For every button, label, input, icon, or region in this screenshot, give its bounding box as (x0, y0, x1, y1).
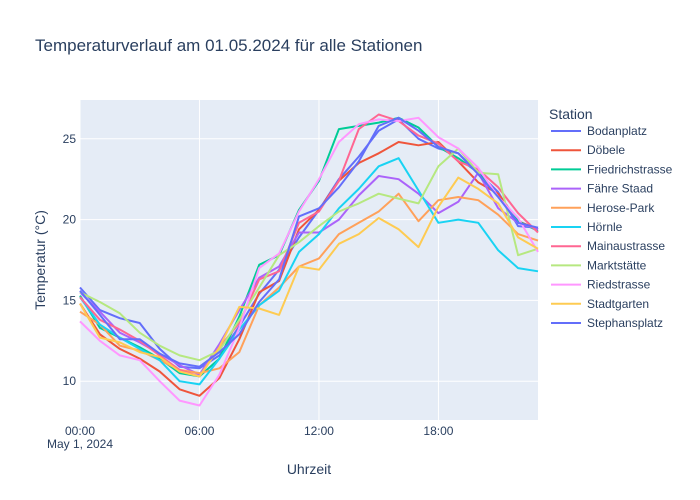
legend-label: Marktstätte (587, 258, 647, 272)
series-line-dobele (79, 141, 539, 397)
legend-item-riedstrasse[interactable]: Riedstrasse (551, 278, 651, 292)
legend-label: Stephansplatz (587, 316, 663, 330)
y-tick-label: 10 (63, 374, 77, 388)
series-lines (79, 113, 539, 407)
x-axis-date-label: May 1, 2024 (47, 437, 113, 451)
legend-item-stadtgarten[interactable]: Stadtgarten (551, 297, 649, 311)
legend-item-hornle[interactable]: Hörnle (551, 220, 623, 234)
chart-title: Temperaturverlauf am 01.05.2024 für alle… (35, 36, 422, 55)
legend-item-bodanplatz[interactable]: Bodanplatz (551, 124, 647, 138)
plot-area (80, 100, 538, 420)
legend-item-marktstatte[interactable]: Marktstätte (551, 258, 647, 272)
series-line-mainaustrasse (79, 113, 539, 378)
legend-label: Mainaustrasse (587, 239, 665, 253)
x-tick-label: 00:00 (65, 424, 95, 438)
legend-item-friedrichstrasse[interactable]: Friedrichstrasse (551, 162, 673, 176)
series-line-hornle (79, 157, 539, 386)
series-line-stadtgarten (79, 176, 539, 378)
y-tick-label: 25 (63, 132, 77, 146)
legend-item-fahre-staad[interactable]: Fähre Staad (551, 182, 653, 196)
legend-label: Riedstrasse (587, 278, 651, 292)
legend-label: Bodanplatz (587, 124, 647, 138)
x-tick-label: 12:00 (304, 424, 334, 438)
legend-label: Stadtgarten (587, 297, 649, 311)
legend[interactable]: Station Bodanplatz Döbele Friedrichstrasse… (549, 106, 673, 330)
y-tick-label: 15 (63, 293, 77, 307)
axis-ticks: 10 15 20 25 00:00 06:00 12:00 18:00 (63, 132, 454, 438)
x-tick-label: 18:00 (423, 424, 453, 438)
series-line-stephansplatz (79, 116, 539, 368)
legend-label: Döbele (587, 143, 625, 157)
x-tick-label: 06:00 (184, 424, 214, 438)
y-axis-title: Temperatur (°C) (32, 210, 48, 310)
legend-label: Fähre Staad (587, 182, 653, 196)
y-tick-label: 20 (63, 213, 77, 227)
legend-item-stephansplatz[interactable]: Stephansplatz (551, 316, 663, 330)
legend-item-herose-park[interactable]: Herose-Park (551, 201, 655, 215)
legend-item-mainaustrasse[interactable]: Mainaustrasse (551, 239, 665, 253)
legend-label: Herose-Park (587, 201, 655, 215)
x-axis-title: Uhrzeit (287, 461, 331, 477)
legend-label: Friedrichstrasse (587, 162, 673, 176)
series-line-riedstrasse (79, 116, 539, 407)
legend-label: Hörnle (587, 220, 623, 234)
legend-title: Station (549, 106, 593, 122)
legend-item-dobele[interactable]: Döbele (551, 143, 625, 157)
